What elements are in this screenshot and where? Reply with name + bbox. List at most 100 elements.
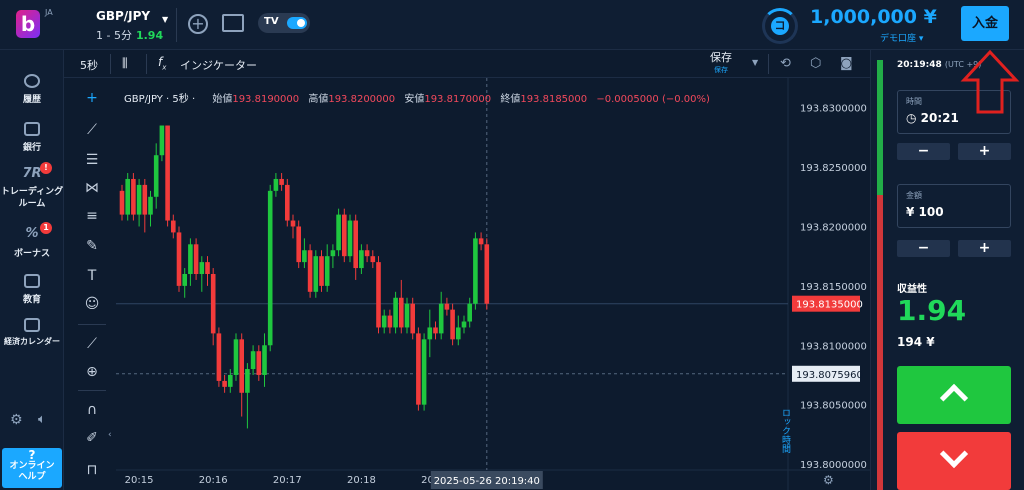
- lock-time-label: ロック時間: [780, 408, 790, 453]
- sidebar-item-trading-room[interactable]: 7R ! トレーディング ルーム: [0, 162, 64, 210]
- candle-body: [421, 339, 427, 405]
- candle-body: [228, 374, 233, 387]
- y-tick-label: 193.8250000: [800, 163, 867, 174]
- expiry-range: 1 - 5分: [96, 29, 132, 42]
- candle-body: [330, 250, 336, 257]
- candle-body: [159, 125, 165, 156]
- gear-icon[interactable]: ⚙: [10, 412, 23, 428]
- language-label[interactable]: JA: [45, 8, 53, 17]
- time-plus-button[interactable]: +: [958, 143, 1011, 160]
- chevron-down-icon[interactable]: ▼: [162, 15, 169, 24]
- candle-body: [296, 226, 301, 263]
- sidebar-item-history[interactable]: 履歴: [0, 74, 64, 105]
- magnet-icon[interactable]: ∩: [86, 402, 98, 418]
- candle-body: [233, 339, 239, 375]
- camera-icon[interactable]: ◙: [840, 56, 853, 71]
- deposit-button[interactable]: 入金: [961, 6, 1009, 41]
- notification-badge: 1: [40, 222, 52, 234]
- sidebar-item-economic-calendar[interactable]: 経済カレンダー: [0, 318, 64, 347]
- amount-plus-button[interactable]: +: [958, 240, 1011, 257]
- time-minus-button[interactable]: −: [897, 143, 950, 160]
- coin-icon: コ: [771, 17, 789, 35]
- balance-icon[interactable]: コ: [762, 8, 798, 44]
- horizontal-lines-icon[interactable]: ☰: [85, 152, 99, 168]
- pattern-icon[interactable]: ⋈: [85, 180, 99, 196]
- y-tick-label: 193.8000000: [800, 460, 867, 471]
- y-tick-label: 193.8150000: [800, 282, 867, 293]
- legend-change: −0.0005000 (−0.00%): [596, 94, 710, 105]
- candlestick-type-icon[interactable]: ⫼: [122, 56, 128, 70]
- balance-amount[interactable]: 1,000,000 ¥: [810, 6, 937, 28]
- lock-drawing-icon[interactable]: ✐: [86, 430, 98, 446]
- indicator-icon[interactable]: fx: [158, 55, 167, 72]
- calendar-icon[interactable]: [222, 14, 244, 32]
- time-field[interactable]: 時間 ◷ 20:21: [897, 90, 1011, 134]
- emoji-icon[interactable]: ☺: [84, 296, 100, 312]
- education-icon: [24, 274, 40, 288]
- add-asset-icon[interactable]: +: [188, 14, 208, 34]
- crosshair-price-tag: [792, 365, 860, 382]
- legend-open-label: 始値: [212, 94, 233, 105]
- tradingview-toggle[interactable]: TV: [258, 13, 310, 33]
- amount-label: 金額: [906, 191, 922, 200]
- sound-icon[interactable]: 🔈︎: [38, 412, 46, 427]
- sidebar-item-label: 経済カレンダー: [4, 337, 60, 346]
- text-icon[interactable]: T: [87, 268, 97, 284]
- amount-minus-button[interactable]: −: [897, 240, 950, 257]
- x-tick-label: 20:18: [347, 475, 376, 486]
- candle-body: [307, 250, 313, 292]
- time-value: ◷ 20:21: [906, 111, 959, 125]
- fib-icon[interactable]: ≡: [86, 208, 98, 224]
- history-icon: [24, 74, 40, 88]
- sidebar-item-education[interactable]: 教育: [0, 274, 64, 305]
- replay-icon[interactable]: ⟲: [780, 56, 791, 71]
- trade-panel: 20:19:48 (UTC +9) 時間 ◷ 20:21 − + 金額 ¥ 10…: [870, 50, 1024, 490]
- candle-body: [290, 220, 296, 227]
- candle-body: [199, 262, 205, 274]
- lock-icon[interactable]: ⊓: [86, 462, 98, 478]
- ruler-icon[interactable]: ⟋: [87, 336, 97, 352]
- candle-body: [313, 256, 319, 292]
- toggle-knob: [287, 17, 307, 29]
- candle-body: [245, 369, 250, 393]
- drawing-toolbar: + ⟋ ☰ ⋈ ≡ ✎ T ☺ ⟋ ⊕ ∩ ✐ ⊓ ‹: [64, 78, 116, 490]
- crosshair-icon[interactable]: +: [86, 90, 98, 106]
- candle-body: [484, 244, 490, 304]
- zoom-icon[interactable]: ⊕: [86, 364, 98, 380]
- price-chart[interactable]: 193.8300000 193.8250000 193.8200000 193.815…: [116, 78, 870, 490]
- crosshair-time-tag: [430, 471, 543, 489]
- collapse-toolbar-icon[interactable]: ‹: [108, 430, 112, 440]
- indicators-button[interactable]: インジケーター: [180, 59, 257, 72]
- time-label: 時間: [906, 97, 922, 106]
- online-help-button[interactable]: ? オンライン ヘルプ: [2, 448, 62, 488]
- candle-body: [342, 214, 347, 257]
- call-up-button[interactable]: [897, 366, 1011, 424]
- y-tick-label: 193.8200000: [800, 222, 867, 233]
- timeframe-selector[interactable]: 5秒: [80, 59, 98, 72]
- asset-name[interactable]: GBP/JPY: [96, 9, 151, 23]
- help-label: オンライン ヘルプ: [9, 461, 55, 482]
- chevron-down-icon[interactable]: ▼: [752, 58, 759, 67]
- sidebar-item-bank[interactable]: 銀行: [0, 122, 64, 153]
- account-type[interactable]: デモ口座 ▾: [880, 34, 924, 44]
- settings-hex-icon[interactable]: ⬡: [810, 56, 822, 71]
- logo[interactable]: b: [16, 10, 40, 38]
- trend-line-icon[interactable]: ⟋: [87, 122, 97, 138]
- legend-low: 193.8170000: [424, 94, 492, 105]
- divider: [176, 8, 177, 42]
- brush-icon[interactable]: ✎: [86, 238, 98, 254]
- divider: [110, 54, 111, 74]
- put-down-button[interactable]: [897, 432, 1011, 490]
- candle-body: [193, 244, 199, 274]
- candle-body: [381, 315, 387, 328]
- candle-body: [478, 238, 484, 245]
- amount-field[interactable]: 金額 ¥ 100: [897, 184, 1011, 228]
- candle-body: [467, 303, 472, 322]
- chart-canvas[interactable]: 193.8300000 193.8250000 193.8200000 193.815…: [116, 78, 870, 490]
- save-button[interactable]: 保存 保存: [710, 52, 732, 76]
- candle-body: [416, 333, 421, 405]
- sidebar-item-bonus[interactable]: % 1 ボーナス: [0, 222, 64, 259]
- annotation-arrow-icon: [960, 50, 1020, 114]
- server-time: 20:19:48 (UTC +9): [897, 60, 981, 70]
- profit-label: 収益性: [897, 284, 927, 295]
